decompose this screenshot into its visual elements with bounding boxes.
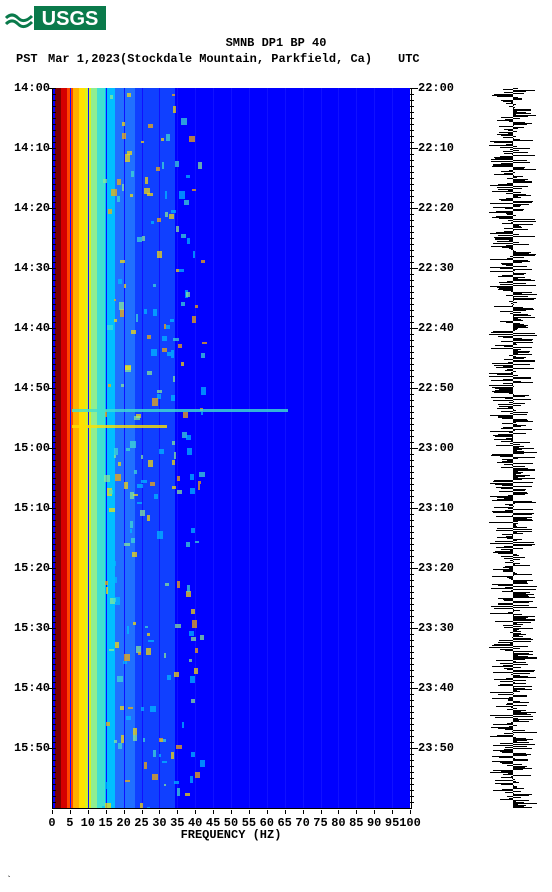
y-right-tick-label: 22:40 xyxy=(418,321,454,335)
y-left-tick-label: 14:40 xyxy=(14,321,50,335)
x-axis-label: FREQUENCY (HZ) xyxy=(52,828,410,842)
waveform-trace xyxy=(488,88,538,808)
y-axis-left: 14:0014:1014:2014:3014:4014:5015:0015:10… xyxy=(0,88,52,808)
y-left-tick-label: 15:50 xyxy=(14,741,50,755)
y-left-tick-label: 14:30 xyxy=(14,261,50,275)
y-left-tick-label: 15:20 xyxy=(14,561,50,575)
tz-right-label: UTC xyxy=(398,52,420,66)
y-right-tick-label: 23:10 xyxy=(418,501,454,515)
y-left-tick-label: 15:10 xyxy=(14,501,50,515)
usgs-logo: USGS xyxy=(4,4,108,30)
y-left-tick-label: 15:00 xyxy=(14,441,50,455)
y-left-tick-label: 14:10 xyxy=(14,141,50,155)
y-left-tick-label: 15:30 xyxy=(14,621,50,635)
date-location-label: Mar 1,2023(Stockdale Mountain, Parkfield… xyxy=(48,52,372,66)
spectrogram-heatmap xyxy=(52,88,410,808)
y-right-tick-label: 23:00 xyxy=(418,441,454,455)
y-right-tick-label: 22:00 xyxy=(418,81,454,95)
y-left-tick-label: 14:00 xyxy=(14,81,50,95)
y-right-tick-label: 22:30 xyxy=(418,261,454,275)
y-right-tick-label: 23:50 xyxy=(418,741,454,755)
y-right-tick-label: 23:40 xyxy=(418,681,454,695)
y-right-tick-label: 23:20 xyxy=(418,561,454,575)
y-axis-right: 22:0022:1022:2022:3022:4022:5023:0023:10… xyxy=(410,88,470,808)
station-title: SMNB DP1 BP 40 xyxy=(0,36,552,50)
y-left-tick-label: 15:40 xyxy=(14,681,50,695)
footer-mark: ` xyxy=(6,876,12,887)
y-left-tick-label: 14:20 xyxy=(14,201,50,215)
y-right-tick-label: 22:50 xyxy=(418,381,454,395)
y-right-tick-label: 22:20 xyxy=(418,201,454,215)
y-right-tick-label: 23:30 xyxy=(418,621,454,635)
tz-left-label: PST xyxy=(16,52,38,66)
usgs-logo-text: USGS xyxy=(42,8,99,30)
y-right-tick-label: 22:10 xyxy=(418,141,454,155)
y-left-tick-label: 14:50 xyxy=(14,381,50,395)
